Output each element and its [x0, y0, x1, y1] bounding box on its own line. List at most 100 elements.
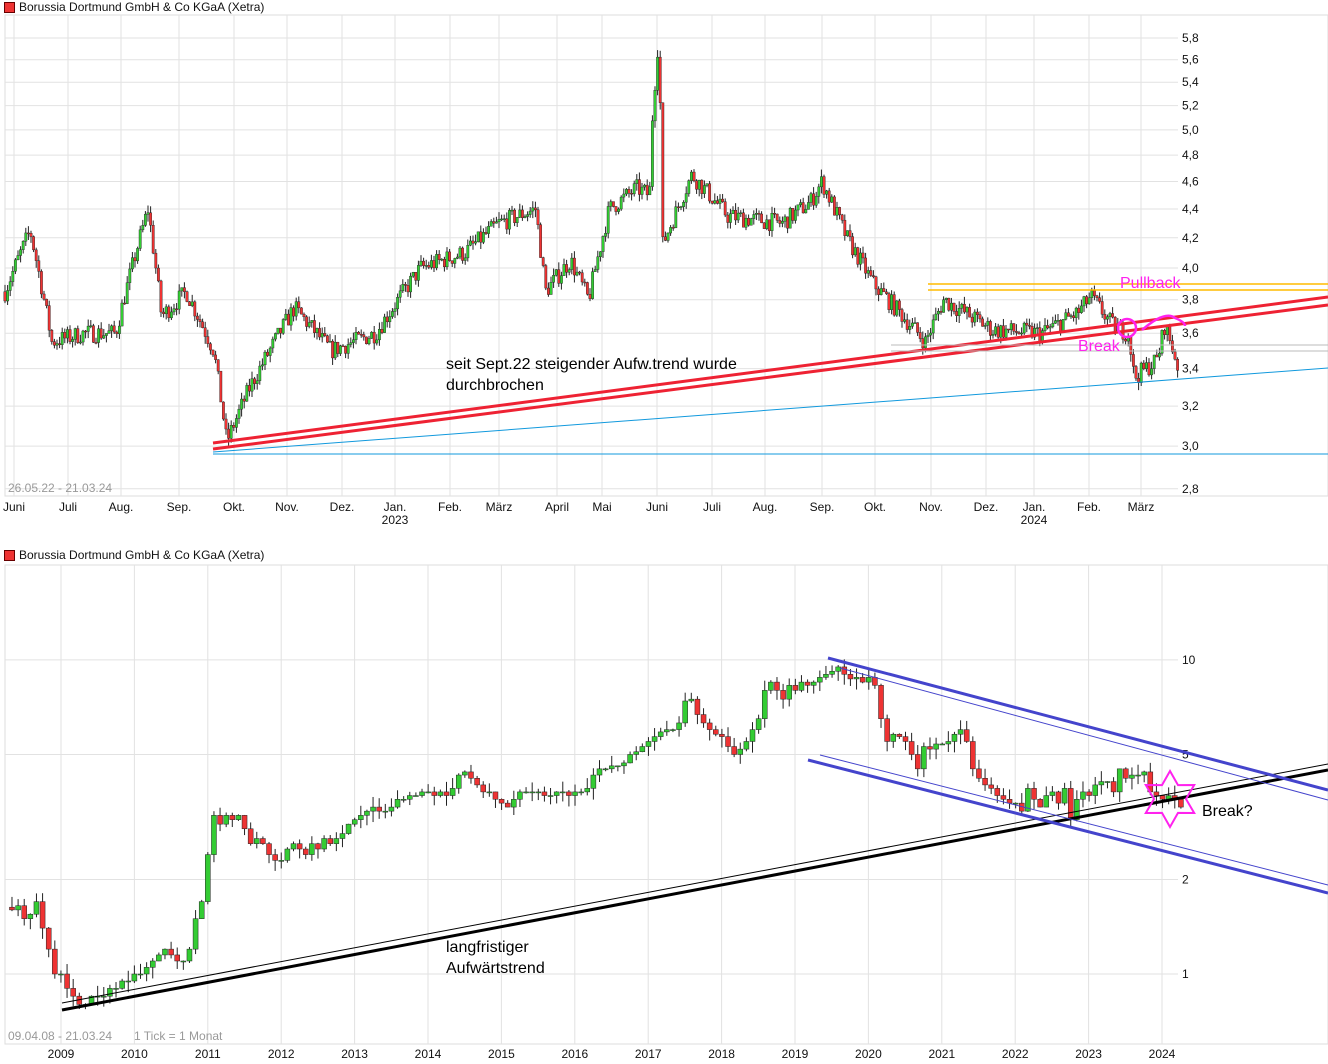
candle [924, 336, 927, 349]
candle [234, 418, 238, 428]
candle [890, 733, 897, 742]
candle [206, 336, 210, 344]
candle [1033, 328, 1037, 338]
candle [978, 314, 982, 320]
candle [437, 254, 441, 260]
candle [422, 260, 425, 267]
candle [313, 320, 316, 333]
candle [156, 267, 160, 282]
candle [24, 232, 28, 242]
pullback-label: Pullback [1120, 275, 1181, 292]
candle [557, 269, 561, 284]
candle [898, 300, 901, 310]
candle [240, 398, 243, 410]
candle [65, 329, 69, 339]
candle [489, 221, 493, 227]
candle [565, 264, 569, 273]
candle [462, 771, 468, 776]
candle [778, 220, 782, 224]
candle [1129, 774, 1135, 779]
candle [1144, 362, 1148, 369]
candle [400, 799, 407, 801]
candle [1100, 301, 1104, 315]
candle [1152, 354, 1156, 369]
candle [198, 319, 202, 322]
candle [214, 354, 217, 360]
long-term-trendline-thin [61, 763, 1328, 1004]
candle [1170, 340, 1174, 353]
candle [933, 743, 939, 750]
candle [653, 90, 657, 122]
candle [70, 988, 76, 997]
candle [229, 425, 233, 439]
x-tick-label: 2020 [855, 1047, 882, 1061]
candle [307, 322, 311, 327]
x-tick-label: Dez. [330, 500, 355, 514]
star-marker [1144, 768, 1196, 830]
candle [172, 308, 176, 313]
candle [345, 823, 352, 834]
candle [300, 307, 303, 315]
x-tick-label: März [1128, 500, 1155, 514]
candle [1049, 791, 1056, 796]
candle [445, 251, 449, 268]
candle [515, 217, 519, 223]
candle [939, 743, 945, 746]
candle [211, 815, 217, 855]
candle [609, 201, 613, 207]
candle [372, 331, 376, 344]
candle [318, 328, 321, 338]
candle [32, 236, 36, 251]
x-tick-label: 2023 [1075, 1047, 1102, 1061]
candle [853, 677, 860, 680]
tick-note: 1 Tick = 1 Monat [134, 1029, 223, 1043]
candle [518, 209, 522, 218]
candle [380, 329, 384, 333]
channel-lower [807, 758, 1328, 895]
candle [841, 666, 848, 675]
candle [175, 308, 178, 310]
candle [217, 815, 223, 825]
candle [774, 681, 780, 691]
candle [999, 325, 1003, 338]
candle [615, 765, 621, 768]
candle [591, 271, 595, 299]
candle [1031, 788, 1037, 800]
x-tick-label: Mai [592, 500, 611, 514]
candle [973, 311, 977, 323]
candle [757, 213, 761, 215]
candle [310, 320, 314, 323]
x-tick-label: 2022 [1002, 1047, 1029, 1061]
candle [333, 838, 340, 844]
candle [453, 258, 457, 264]
candle [471, 240, 475, 244]
y-tick-label: 10 [1182, 653, 1196, 667]
candle [560, 791, 566, 794]
candle [804, 209, 808, 214]
candle [101, 995, 107, 998]
candle [916, 322, 920, 333]
candle [466, 245, 470, 259]
candle [328, 340, 332, 343]
candle [900, 309, 904, 322]
x-tick-label: 2024 [1149, 1047, 1176, 1061]
candle [331, 340, 334, 359]
candle [8, 281, 12, 291]
candle [929, 332, 933, 336]
candle [957, 308, 961, 316]
candle [679, 206, 683, 208]
candle [783, 216, 787, 222]
candle [190, 301, 194, 306]
candle [1012, 323, 1016, 332]
candle [164, 306, 168, 315]
candle [42, 293, 46, 300]
y-tick-label: 4,0 [1182, 261, 1199, 275]
candle [822, 176, 826, 195]
candle [33, 901, 40, 915]
candle [247, 828, 254, 844]
candle [266, 843, 272, 855]
candle [297, 301, 301, 309]
candle [281, 319, 285, 334]
candle [1053, 320, 1057, 324]
y-tick-label: 5,8 [1182, 31, 1199, 45]
